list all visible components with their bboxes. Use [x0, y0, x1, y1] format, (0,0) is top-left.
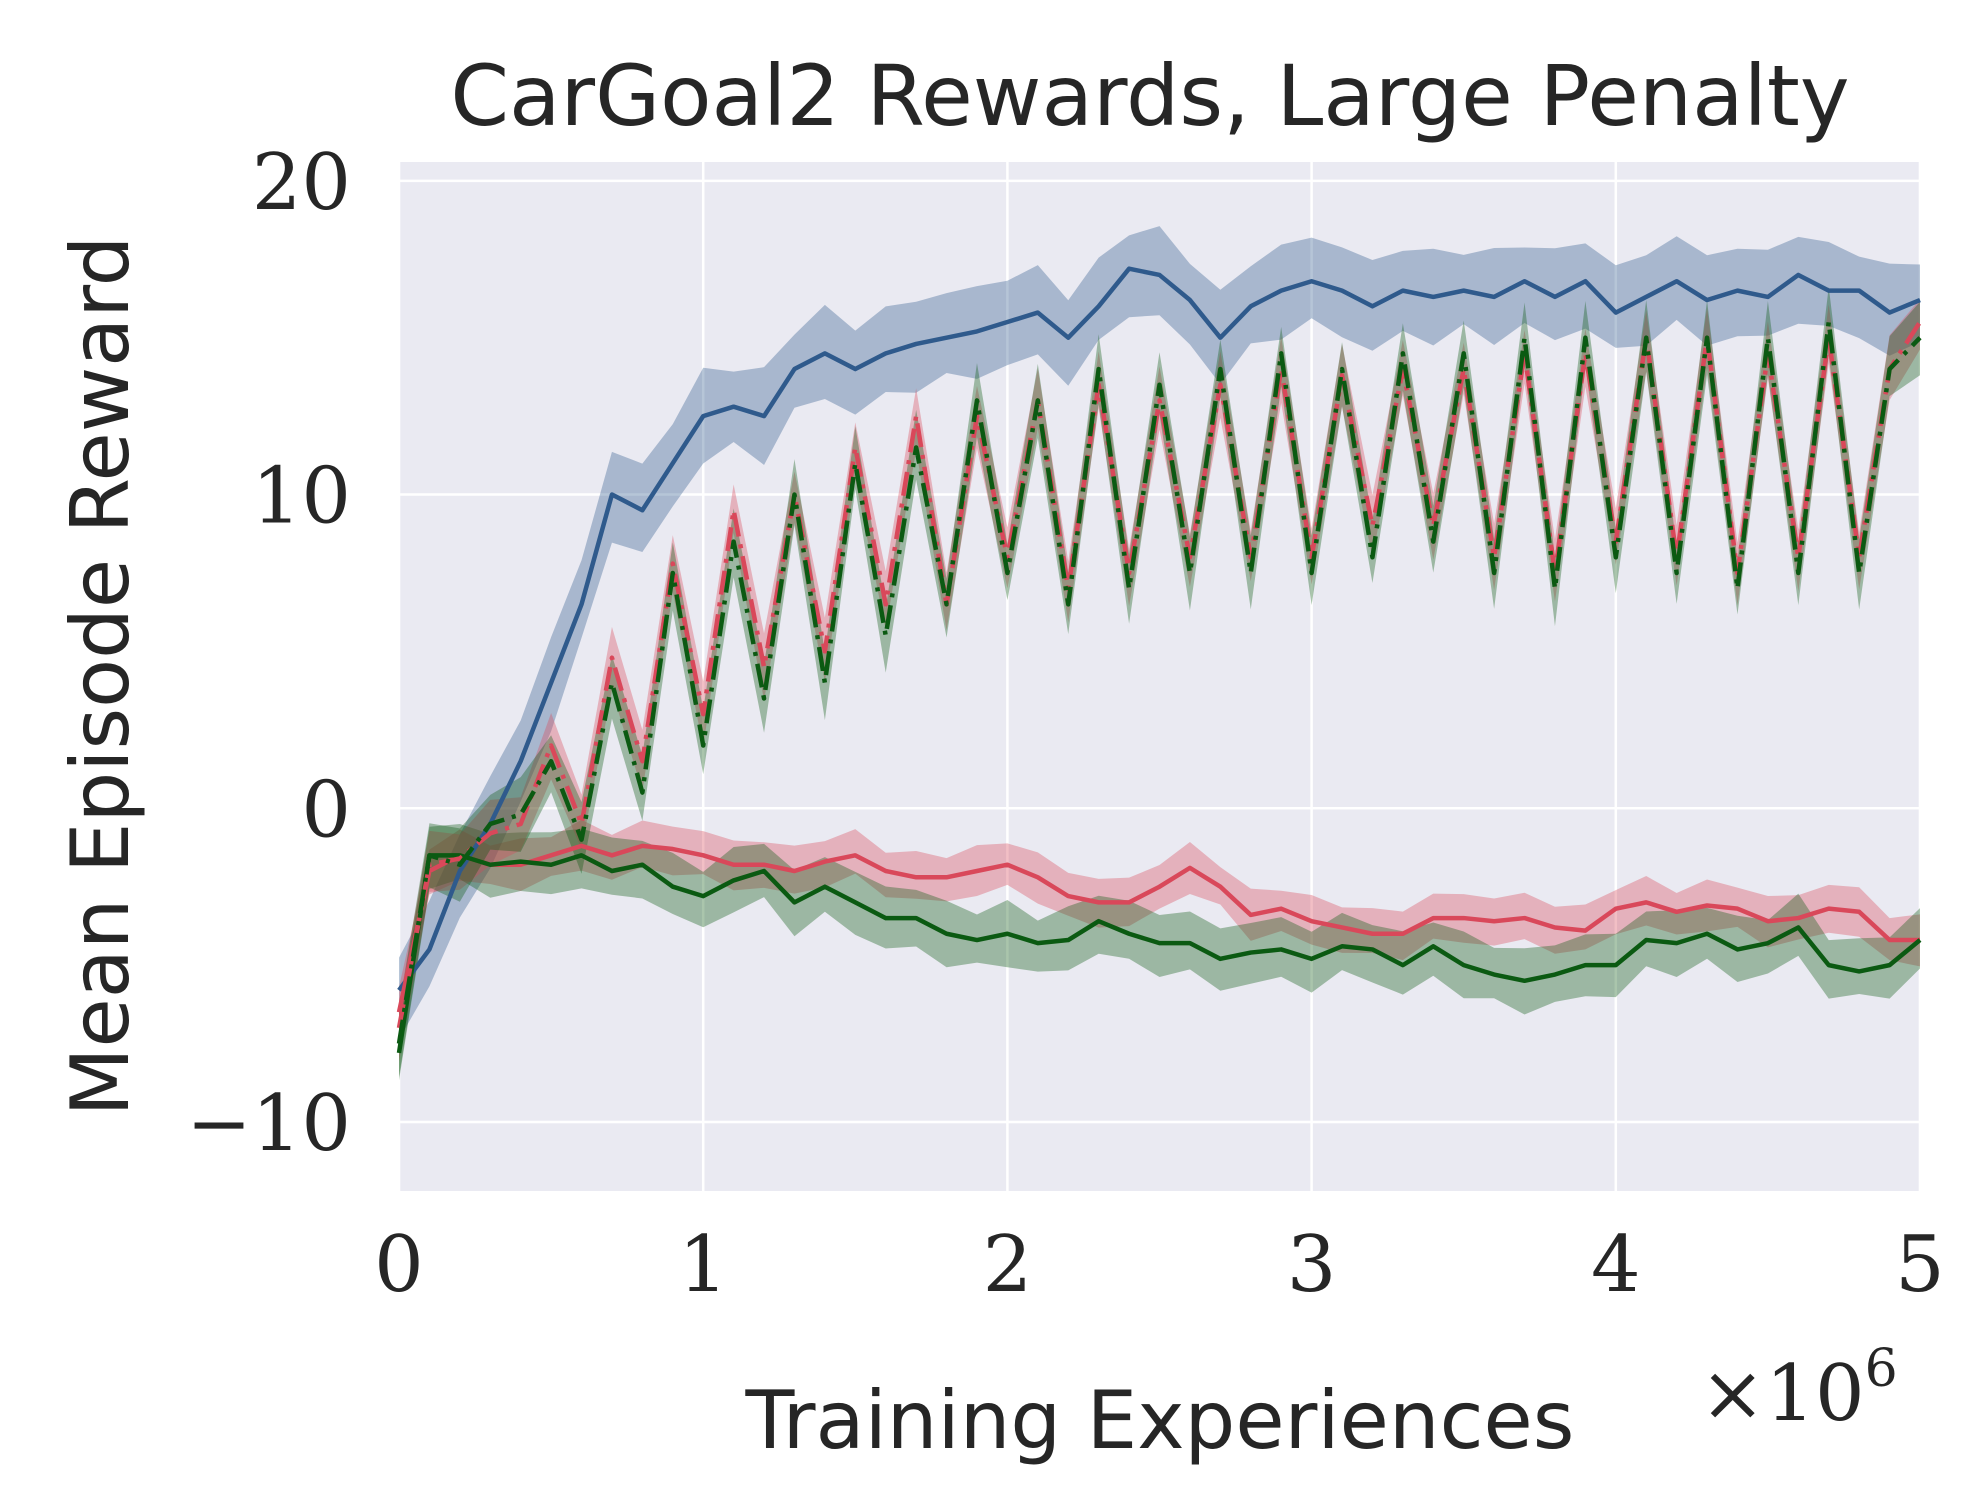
series-band — [399, 819, 1920, 1035]
series-line — [397, 266, 1921, 992]
x-tick-labels: 0 1 2 3 4 5 — [374, 1220, 1945, 1310]
x-tick-label: 3 — [1287, 1220, 1337, 1310]
x-multiplier: ×106 — [1700, 1339, 1898, 1439]
x-tick-label: 5 — [1895, 1220, 1945, 1310]
y-tick-labels: −10 0 10 20 — [186, 138, 351, 1169]
x-tick-label: 2 — [983, 1220, 1033, 1310]
series-line — [396, 319, 1922, 1044]
x-tick-label: 1 — [678, 1220, 728, 1310]
series-band — [399, 286, 1920, 1077]
series-lines — [396, 266, 1922, 1054]
y-tick-label: 20 — [252, 138, 351, 228]
chart-title: CarGoal2 Rewards, Large Penalty — [450, 47, 1849, 145]
y-tick-label: 0 — [301, 765, 351, 855]
series-line — [396, 843, 1920, 1013]
y-tick-label: −10 — [186, 1079, 351, 1169]
y-tick-label: 10 — [252, 452, 351, 542]
x-tick-label: 0 — [374, 1220, 424, 1310]
series-band — [399, 299, 1920, 1062]
plot-background — [399, 162, 1920, 1191]
x-multiplier-exponent: 6 — [1865, 1339, 1898, 1399]
series-line — [396, 853, 1922, 1054]
x-axis-label: Training Experiences — [745, 1374, 1575, 1467]
y-axis-label: Mean Episode Reward — [54, 236, 147, 1117]
x-multiplier-base: ×10 — [1700, 1349, 1865, 1439]
series-band — [399, 226, 1920, 1040]
x-tick-label: 4 — [1591, 1220, 1641, 1310]
